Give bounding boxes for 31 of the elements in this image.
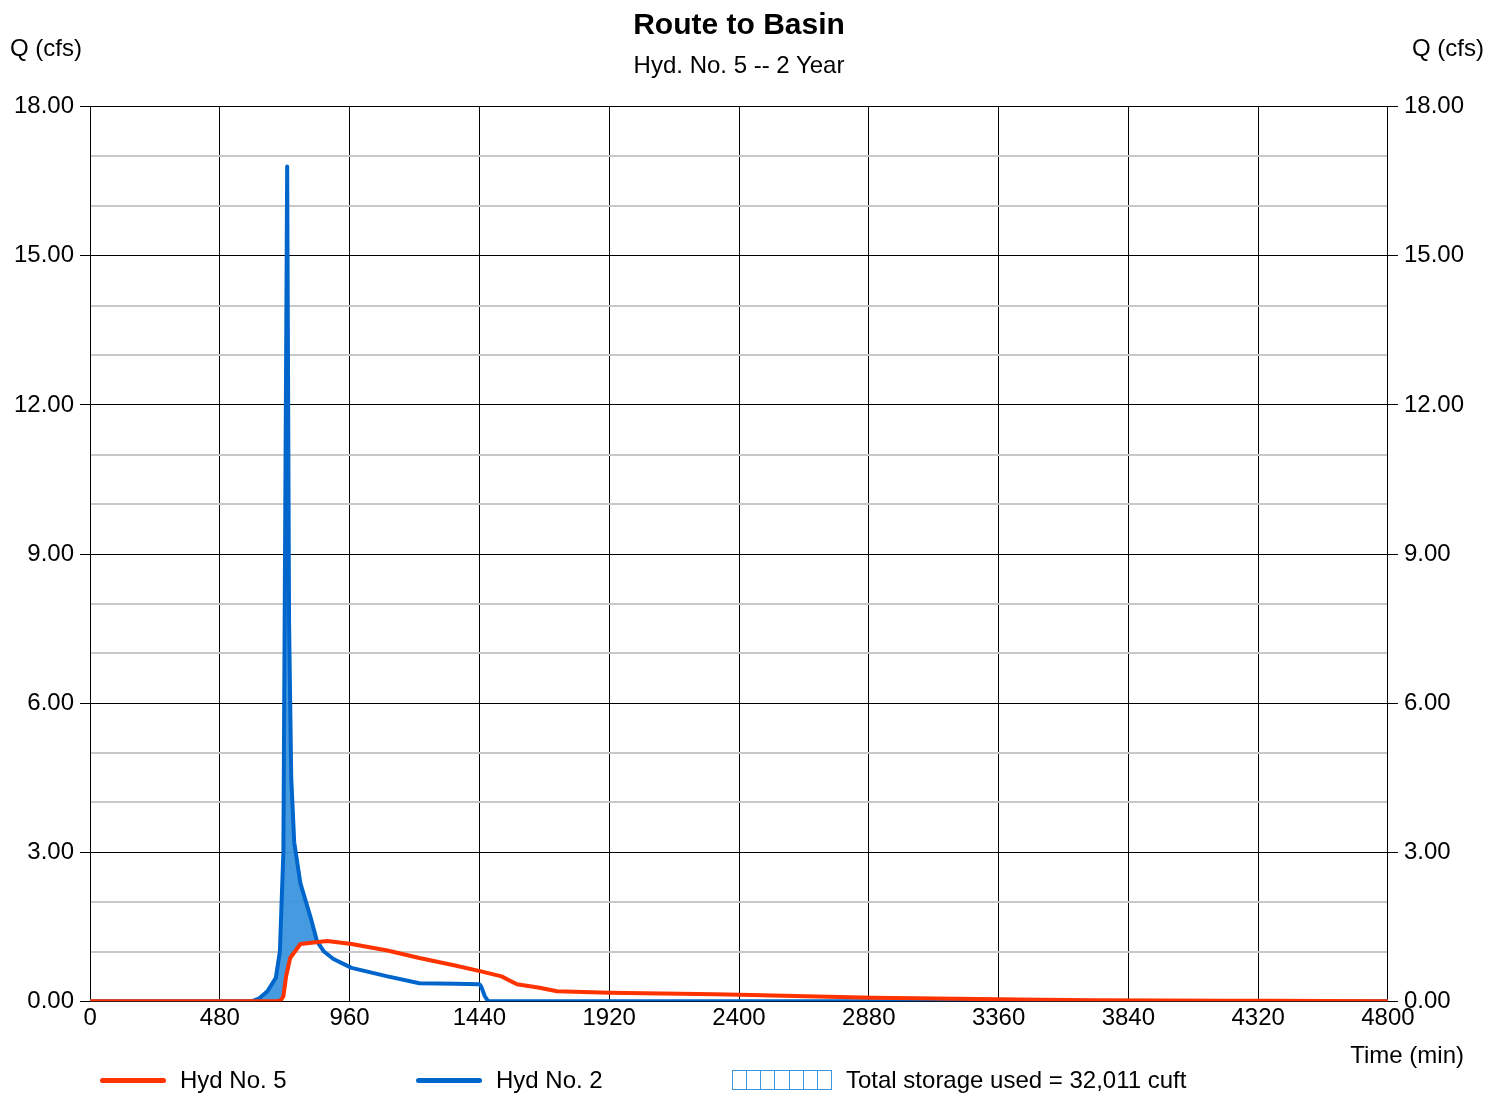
x-axis-title: Time (min) (1350, 1040, 1464, 1068)
y2-tick-label: 18.00 (1403, 91, 1464, 119)
y2-axis-title: Q (cfs) (1412, 34, 1484, 62)
y2-tick-label: 15.00 (1403, 240, 1464, 268)
y-tick-label: 9.00 (27, 538, 75, 566)
y-axis-title: Q (cfs) (10, 34, 82, 62)
y-tick-label: 6.00 (27, 687, 75, 715)
x-tick-label: 480 (199, 1003, 240, 1031)
y2-tick-label: 12.00 (1403, 389, 1464, 417)
y2-tick-label: 6.00 (1403, 687, 1451, 715)
y2-tick-label: 3.00 (1403, 836, 1451, 864)
x-tick-label: 0 (83, 1003, 97, 1031)
x-tick-label: 960 (329, 1003, 370, 1031)
legend-label: Hyd No. 2 (496, 1066, 603, 1094)
text: Total storage used = 32,011 cuft (846, 1066, 1187, 1094)
y-tick-label: 0.00 (27, 985, 75, 1013)
y-tick-label: 18.00 (14, 91, 75, 119)
legend-label: Hyd No. 5 (180, 1066, 287, 1094)
y-tick-label: 3.00 (27, 836, 75, 864)
x-tick-label: 3360 (971, 1003, 1026, 1031)
x-tick-label: 2880 (842, 1003, 896, 1031)
y-tick-label: 15.00 (14, 240, 75, 268)
chart-title: Route to Basin (633, 7, 845, 41)
chart-subtitle: Hyd. No. 5 -- 2 Year (633, 51, 845, 79)
y-tick-label: 12.00 (14, 389, 75, 417)
x-tick-label: 1440 (452, 1003, 507, 1031)
x-tick-label: 4320 (1231, 1003, 1285, 1031)
x-tick-label: 2400 (712, 1003, 766, 1031)
x-tick-label: 1920 (582, 1003, 636, 1031)
y2-tick-label: 9.00 (1403, 538, 1451, 566)
x-tick-label: 3840 (1101, 1003, 1156, 1031)
